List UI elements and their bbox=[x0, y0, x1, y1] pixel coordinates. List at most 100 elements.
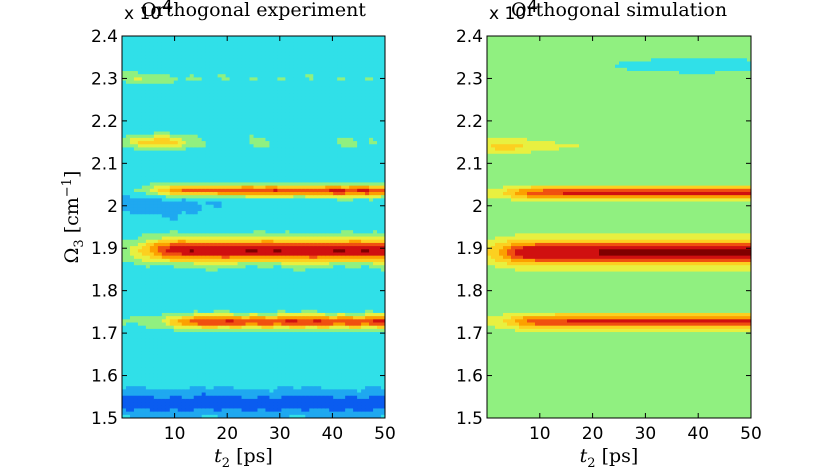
contour-cell bbox=[177, 239, 183, 244]
contour-cell bbox=[157, 344, 163, 349]
contour-cell bbox=[229, 128, 235, 133]
contour-cell bbox=[177, 160, 183, 164]
contour-cell bbox=[221, 176, 227, 180]
contour-cell bbox=[201, 395, 207, 400]
contour-cell bbox=[249, 281, 255, 285]
contour-cell bbox=[153, 42, 159, 47]
contour-cell bbox=[245, 341, 251, 346]
contour-cell bbox=[157, 281, 163, 285]
contour-cell bbox=[161, 379, 167, 384]
contour-cell bbox=[153, 402, 159, 406]
contour-cell bbox=[205, 328, 211, 333]
contour-cell bbox=[173, 293, 179, 298]
contour-cell bbox=[261, 144, 267, 149]
contour-cell bbox=[233, 357, 239, 362]
contour-cell bbox=[209, 118, 215, 123]
contour-cell bbox=[273, 316, 278, 320]
contour-cell bbox=[209, 55, 215, 59]
contour-cell bbox=[261, 405, 267, 410]
contour-cell bbox=[177, 93, 183, 98]
contour-cell bbox=[177, 201, 183, 206]
contour-cell bbox=[241, 402, 247, 406]
contour-cell bbox=[273, 290, 278, 295]
contour-cell bbox=[221, 309, 227, 314]
contour-cell bbox=[241, 382, 247, 387]
contour-cell bbox=[241, 137, 247, 142]
contour-cell bbox=[257, 293, 263, 298]
contour-cell bbox=[257, 223, 263, 228]
contour-cell bbox=[261, 398, 267, 403]
contour-cell bbox=[161, 214, 167, 219]
contour-cell bbox=[165, 169, 171, 174]
contour-cell bbox=[205, 195, 211, 199]
contour-cell bbox=[245, 64, 251, 69]
contour-cell bbox=[285, 163, 290, 168]
contour-cell bbox=[225, 58, 231, 63]
contour-cell bbox=[277, 176, 282, 180]
contour-cell bbox=[161, 312, 167, 317]
contour-cell bbox=[122, 395, 127, 400]
contour-cell bbox=[281, 341, 286, 346]
contour-cell bbox=[129, 96, 135, 101]
contour-cell bbox=[261, 239, 267, 244]
contour-cell bbox=[249, 395, 255, 400]
contour-cell bbox=[129, 150, 135, 155]
contour-cell bbox=[277, 347, 282, 352]
contour-cell bbox=[145, 332, 151, 336]
contour-cell bbox=[125, 106, 131, 110]
contour-cell bbox=[257, 249, 263, 254]
contour-cell bbox=[197, 77, 203, 82]
contour-cell bbox=[165, 370, 171, 375]
contour-cell bbox=[161, 118, 167, 123]
contour-cell bbox=[197, 402, 203, 406]
contour-cell bbox=[189, 303, 195, 308]
contour-cell bbox=[177, 347, 183, 352]
contour-cell bbox=[141, 335, 147, 340]
contour-cell bbox=[141, 367, 147, 371]
contour-cell bbox=[269, 125, 275, 129]
contour-cell bbox=[149, 83, 155, 88]
contour-cell bbox=[141, 160, 147, 164]
contour-cell bbox=[213, 370, 219, 375]
contour-cell bbox=[277, 99, 282, 104]
contour-cell bbox=[261, 71, 267, 75]
contour-cell bbox=[141, 211, 147, 215]
contour-cell bbox=[257, 395, 263, 400]
contour-cell bbox=[249, 347, 255, 352]
contour-cell bbox=[133, 328, 139, 333]
contour-cell bbox=[205, 363, 211, 368]
contour-cell bbox=[125, 74, 131, 78]
contour-cell bbox=[177, 338, 183, 343]
contour-cell bbox=[153, 96, 159, 101]
contour-cell bbox=[197, 322, 203, 327]
contour-cell bbox=[122, 77, 127, 82]
contour-cell bbox=[249, 169, 255, 174]
contour-cell bbox=[205, 230, 211, 234]
contour-cell bbox=[145, 90, 151, 94]
contour-cell bbox=[269, 64, 275, 69]
contour-cell bbox=[209, 134, 215, 139]
contour-cell bbox=[245, 258, 251, 263]
contour-cell bbox=[165, 125, 171, 129]
contour-cell bbox=[129, 293, 135, 298]
contour-cell bbox=[241, 309, 247, 314]
contour-cell bbox=[205, 147, 211, 152]
contour-cell bbox=[133, 357, 139, 362]
contour-cell bbox=[197, 211, 203, 215]
contour-cell bbox=[145, 188, 151, 193]
contour-cell bbox=[273, 115, 278, 120]
contour-cell bbox=[185, 188, 191, 193]
contour-cell bbox=[145, 195, 151, 199]
contour-cell bbox=[253, 376, 259, 381]
contour-cell bbox=[233, 147, 239, 152]
contour-cell bbox=[189, 90, 195, 94]
contour-cell bbox=[233, 64, 239, 69]
contour-cell bbox=[177, 370, 183, 375]
contour-cell bbox=[125, 363, 131, 368]
contour-cell bbox=[285, 61, 290, 66]
contour-cell bbox=[209, 109, 215, 113]
contour-cell bbox=[273, 332, 278, 336]
contour-cell bbox=[217, 236, 223, 241]
contour-cell bbox=[149, 389, 155, 394]
contour-cell bbox=[201, 112, 207, 117]
